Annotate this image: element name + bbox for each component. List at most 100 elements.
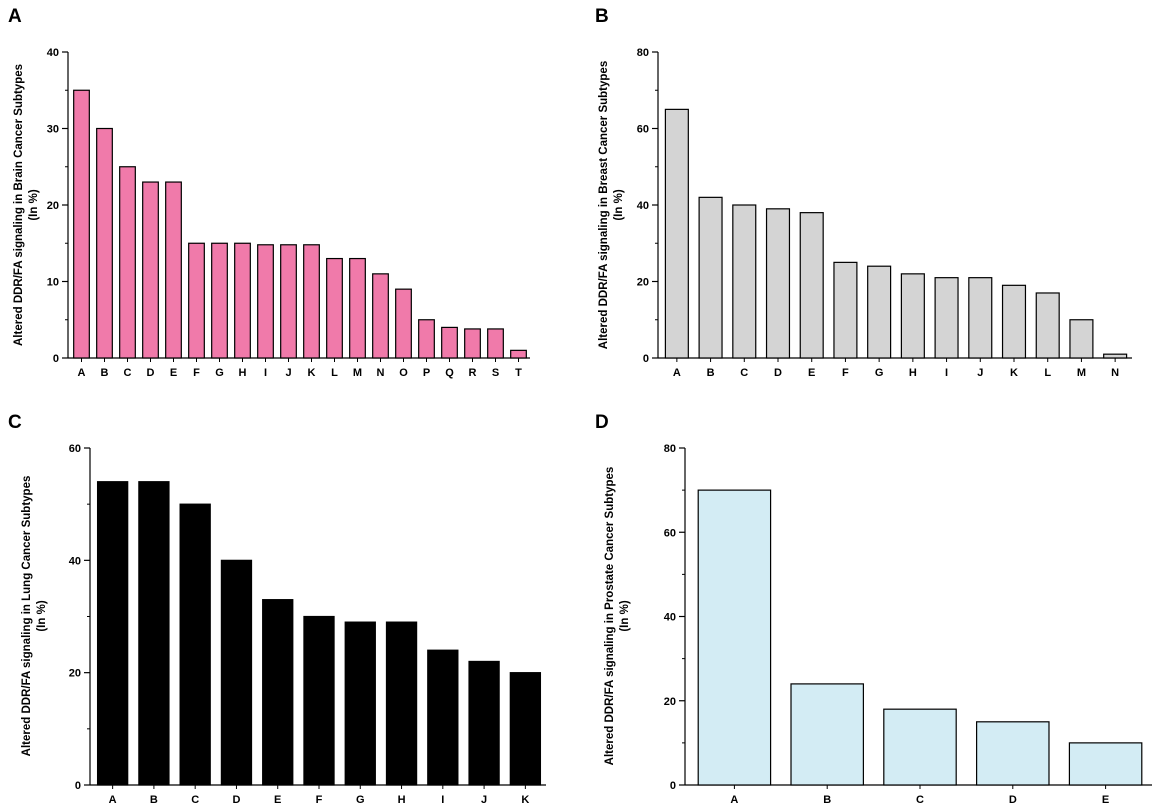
x-tick-label: R [469, 367, 477, 379]
bar [303, 615, 335, 786]
y-axis-label-line2: (In %) [36, 600, 48, 631]
panel-letter: B [595, 6, 609, 27]
x-tick-label: I [264, 367, 267, 379]
bar [262, 599, 294, 786]
x-tick-label: G [875, 367, 884, 379]
panel-c: C Altered DDR/FA signaling in Lung Cancer… [8, 412, 546, 806]
bar [142, 181, 159, 359]
bar [303, 244, 320, 359]
panel-letter: C [8, 412, 22, 433]
x-tick-label: P [423, 367, 430, 379]
bar [138, 481, 170, 786]
bar [468, 660, 500, 786]
x-tick-label: B [823, 794, 831, 806]
bar [418, 319, 435, 359]
bar [934, 277, 959, 359]
y-axis-label-line1: Altered DDR/FA signaling in Breast Cance… [598, 61, 610, 349]
x-tick-label: A [673, 367, 681, 379]
x-tick-label: C [191, 794, 199, 806]
x-tick-label: F [842, 367, 849, 379]
bar [257, 244, 274, 359]
bar [349, 257, 366, 359]
x-tick-label: E [808, 367, 815, 379]
x-tick-label: H [239, 367, 247, 379]
bar [1069, 319, 1094, 359]
x-tick-label: F [193, 367, 200, 379]
x-tick-label: G [215, 367, 224, 379]
y-tick-label: 40 [664, 612, 676, 624]
bar [1068, 742, 1143, 786]
y-tick-label: 20 [637, 277, 649, 289]
y-tick-label: 40 [69, 555, 81, 567]
x-tick-label: L [331, 367, 338, 379]
bar [326, 257, 343, 359]
y-axis-label: Altered DDR/FA signaling in Brain Cancer… [13, 64, 40, 346]
x-tick-label: H [909, 367, 917, 379]
x-tick-label: E [1102, 794, 1109, 806]
x-tick-label: N [1111, 367, 1119, 379]
bar [900, 273, 925, 359]
bar [1035, 292, 1060, 359]
y-tick-label: 0 [643, 353, 649, 365]
x-tick-label: L [1044, 367, 1051, 379]
x-tick-label: C [740, 367, 748, 379]
y-tick-label: 80 [664, 443, 676, 455]
x-tick-label: K [521, 794, 529, 806]
bar [211, 242, 228, 359]
x-tick-label: G [356, 794, 365, 806]
bar [464, 328, 481, 359]
x-tick-label: D [774, 367, 782, 379]
bar [280, 244, 297, 359]
y-tick-label: 20 [664, 696, 676, 708]
panel-letter: A [8, 6, 22, 27]
x-tick-label: B [150, 794, 158, 806]
y-tick-label: 40 [47, 47, 59, 59]
y-tick-label: 20 [47, 200, 59, 212]
bar [883, 708, 957, 786]
bar [1001, 284, 1027, 359]
x-tick-label: C [124, 367, 132, 379]
y-axis-label: Altered DDR/FA signaling in Lung Cancer … [21, 476, 48, 757]
bar [968, 277, 993, 359]
x-tick-label: E [274, 794, 281, 806]
x-tick-label: F [316, 794, 323, 806]
y-axis-label-line2: (In %) [28, 189, 40, 220]
y-axis-label-line2: (In %) [619, 600, 631, 631]
panel-a: A Altered DDR/FA signaling in Brain Cance… [8, 6, 530, 379]
x-tick-label: K [308, 367, 316, 379]
bar [487, 328, 504, 359]
bar [510, 349, 527, 359]
y-axis-label-line1: Altered DDR/FA signaling in Lung Cancer … [21, 476, 33, 757]
y-tick-label: 0 [75, 780, 81, 792]
y-tick-label: 80 [637, 47, 649, 59]
bar [427, 649, 459, 786]
bar [976, 721, 1050, 786]
panel-letter: D [595, 412, 609, 433]
bar [344, 621, 376, 786]
x-tick-label: D [232, 794, 240, 806]
x-tick-label: D [1009, 794, 1017, 806]
x-tick-label: S [492, 367, 499, 379]
x-tick-label: M [1077, 367, 1086, 379]
x-tick-label: N [377, 367, 385, 379]
bar [833, 261, 858, 359]
x-tick-label: Q [445, 367, 454, 379]
x-tick-label: D [147, 367, 155, 379]
x-tick-label: I [441, 794, 444, 806]
x-tick-label: M [353, 367, 362, 379]
y-axis-label-line1: Altered DDR/FA signaling in Prostate Can… [604, 467, 616, 766]
bar [441, 326, 458, 359]
bar [165, 181, 182, 359]
y-tick-label: 20 [69, 668, 81, 680]
x-tick-label: B [101, 367, 109, 379]
x-tick-label: J [481, 794, 487, 806]
bar [119, 166, 136, 359]
x-tick-label: C [916, 794, 924, 806]
bar [664, 108, 689, 359]
y-tick-label: 10 [47, 277, 59, 289]
x-tick-label: J [977, 367, 983, 379]
bar [234, 242, 251, 359]
bar [372, 273, 389, 359]
bar [790, 683, 864, 786]
